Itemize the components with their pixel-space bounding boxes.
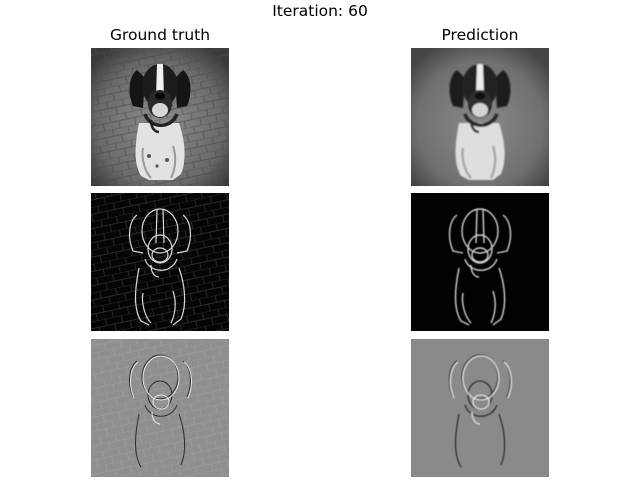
ground-truth-edges-panel bbox=[91, 193, 229, 331]
figure-title: Iteration: 60 bbox=[272, 2, 368, 20]
ground-truth-laplacian-panel bbox=[91, 339, 229, 477]
prediction-laplacian-panel bbox=[411, 339, 549, 477]
dog-edge-map-image bbox=[411, 193, 549, 331]
prediction-photo-panel bbox=[411, 48, 549, 186]
dog-edge-map-image bbox=[91, 193, 229, 331]
dog-laplacian-image bbox=[91, 339, 229, 477]
prediction-edges-panel bbox=[411, 193, 549, 331]
dog-photo-image bbox=[91, 48, 229, 186]
dog-photo-image bbox=[411, 48, 549, 186]
column-title-ground-truth: Ground truth bbox=[109, 26, 211, 44]
column-title-prediction: Prediction bbox=[441, 26, 519, 44]
dog-laplacian-image bbox=[411, 339, 549, 477]
ground-truth-photo-panel bbox=[91, 48, 229, 186]
